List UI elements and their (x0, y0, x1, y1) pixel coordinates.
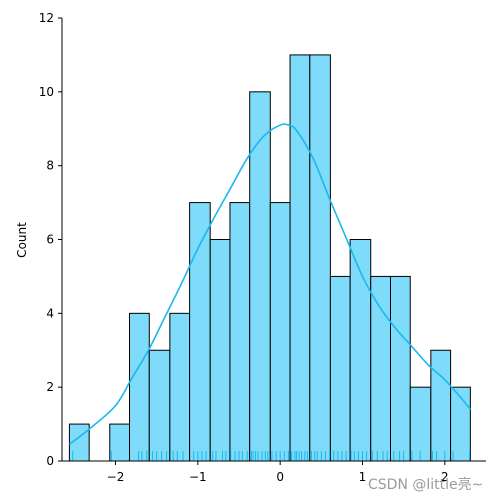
y-ticks: 0 2 4 6 8 10 12 (39, 11, 62, 468)
x-tick-label-1: −1 (189, 470, 207, 484)
histogram-bar-18 (430, 349, 452, 462)
rug-layer (72, 451, 471, 461)
kde-curve (68, 123, 471, 446)
y-tick-label-1: 2 (46, 380, 54, 394)
y-tick-label-4: 8 (46, 159, 54, 173)
histogram-bar-5 (169, 312, 191, 462)
x-tick-label-0: −2 (107, 470, 125, 484)
y-axis-label: Count (15, 222, 29, 258)
histogram-bar-10 (269, 202, 291, 462)
histogram-bar-4 (148, 349, 171, 462)
y-tick-label-6: 12 (39, 11, 54, 25)
histogram-bar-3 (129, 312, 150, 462)
histogram-bar-16 (389, 275, 411, 462)
histogram-bar-13 (329, 275, 351, 462)
histogram-bar-2 (109, 423, 131, 462)
watermark: CSDN @little亮~ (368, 476, 483, 493)
x-ticks: −2 −1 0 1 2 (107, 461, 449, 484)
histogram-bar-12 (309, 54, 331, 462)
histogram-bar-6 (189, 202, 211, 462)
x-tick-label-3: 1 (359, 470, 367, 484)
x-tick-label-4: 2 (441, 470, 449, 484)
histogram-bar-11 (289, 54, 311, 462)
histogram-bar-7 (209, 239, 231, 462)
y-tick-label-3: 6 (46, 233, 54, 247)
y-tick-label-5: 10 (39, 85, 54, 99)
x-tick-label-2: 0 (276, 470, 284, 484)
histogram-bar-8 (229, 202, 251, 462)
histogram-bar-15 (370, 275, 391, 462)
bars-layer (68, 54, 471, 462)
histogram-bar-17 (409, 386, 432, 462)
y-tick-label-0: 0 (46, 454, 54, 468)
histogram-bar-9 (249, 91, 271, 462)
y-tick-label-2: 4 (46, 306, 54, 320)
